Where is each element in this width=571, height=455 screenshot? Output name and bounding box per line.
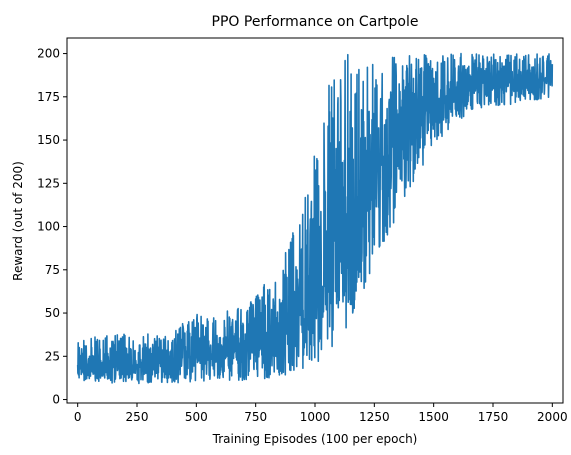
x-tick-label: 2000 — [537, 410, 568, 424]
y-tick-label: 50 — [45, 306, 60, 320]
x-tick-label: 1750 — [478, 410, 509, 424]
x-tick-label: 1000 — [300, 410, 331, 424]
plot-content — [78, 54, 553, 384]
x-tick-label: 250 — [126, 410, 149, 424]
series-line-0 — [78, 54, 553, 384]
y-axis-label: Reward (out of 200) — [11, 161, 25, 281]
y-ticks: 0 25 50 75 100 125 150 175 200 — [37, 47, 67, 407]
x-axis-label: Training Episodes (100 per epoch) — [212, 432, 418, 446]
y-tick-label: 25 — [45, 349, 60, 363]
x-tick-label: 0 — [74, 410, 82, 424]
x-tick-label: 750 — [244, 410, 267, 424]
y-tick-label: 75 — [45, 263, 60, 277]
x-tick-label: 1500 — [418, 410, 449, 424]
y-tick-label: 200 — [37, 47, 60, 61]
y-tick-label: 175 — [37, 90, 60, 104]
x-tick-label: 500 — [185, 410, 208, 424]
y-tick-label: 125 — [37, 176, 60, 190]
x-ticks: 0 250 500 750 1000 1250 1500 1750 2000 — [74, 403, 568, 424]
x-tick-label: 1250 — [359, 410, 390, 424]
chart-title: PPO Performance on Cartpole — [212, 14, 419, 30]
y-tick-label: 100 — [37, 220, 60, 234]
y-tick-label: 0 — [52, 393, 60, 407]
y-tick-label: 150 — [37, 133, 60, 147]
